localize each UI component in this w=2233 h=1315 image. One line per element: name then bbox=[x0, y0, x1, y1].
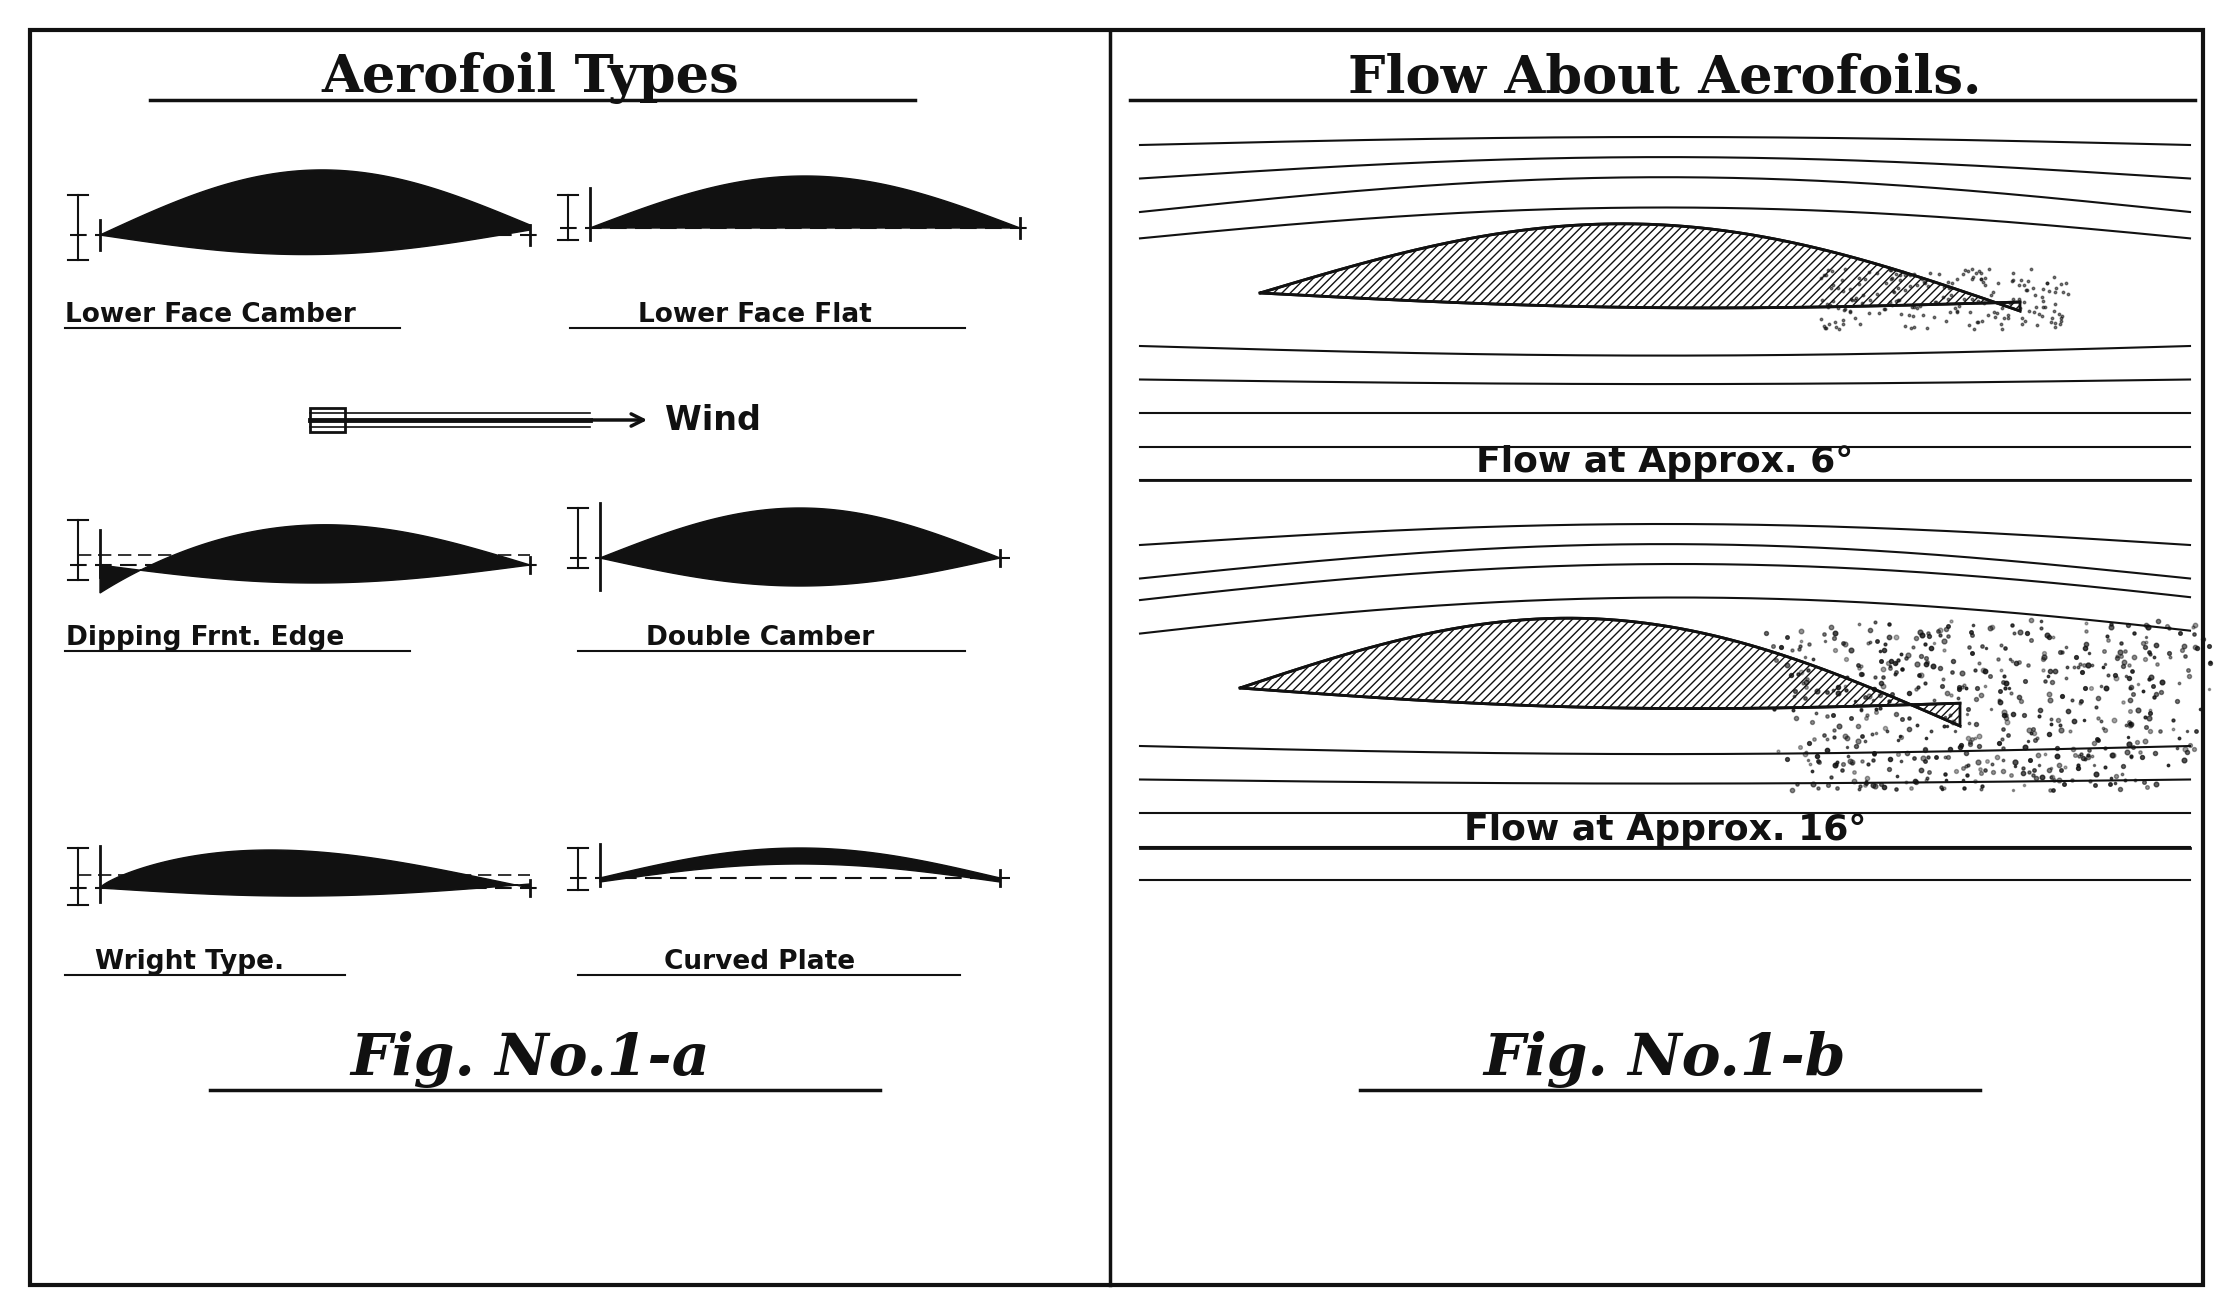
Polygon shape bbox=[1259, 224, 2021, 312]
Text: Wright Type.: Wright Type. bbox=[96, 949, 284, 974]
Text: Double Camber: Double Camber bbox=[645, 625, 873, 651]
Polygon shape bbox=[601, 848, 1000, 882]
Polygon shape bbox=[100, 170, 529, 255]
Text: Lower Face Camber: Lower Face Camber bbox=[65, 302, 355, 327]
Polygon shape bbox=[310, 408, 346, 433]
Text: Wind: Wind bbox=[665, 404, 761, 437]
Text: Fig. No.1-a: Fig. No.1-a bbox=[351, 1031, 710, 1089]
Text: Aerofoil Types: Aerofoil Types bbox=[322, 53, 739, 104]
Text: Lower Face Flat: Lower Face Flat bbox=[639, 302, 871, 327]
Text: Flow at Approx. 6°: Flow at Approx. 6° bbox=[1476, 444, 1853, 479]
Polygon shape bbox=[590, 176, 1020, 227]
Polygon shape bbox=[601, 508, 1000, 586]
Polygon shape bbox=[100, 525, 529, 593]
Text: Fig. No.1-b: Fig. No.1-b bbox=[1483, 1031, 1847, 1089]
Polygon shape bbox=[1239, 618, 1961, 726]
Text: Flow About Aerofoils.: Flow About Aerofoils. bbox=[1349, 53, 1981, 104]
Polygon shape bbox=[100, 849, 529, 896]
Text: Flow at Approx. 16°: Flow at Approx. 16° bbox=[1465, 813, 1867, 847]
Text: Curved Plate: Curved Plate bbox=[665, 949, 855, 974]
Text: Dipping Frnt. Edge: Dipping Frnt. Edge bbox=[67, 625, 344, 651]
